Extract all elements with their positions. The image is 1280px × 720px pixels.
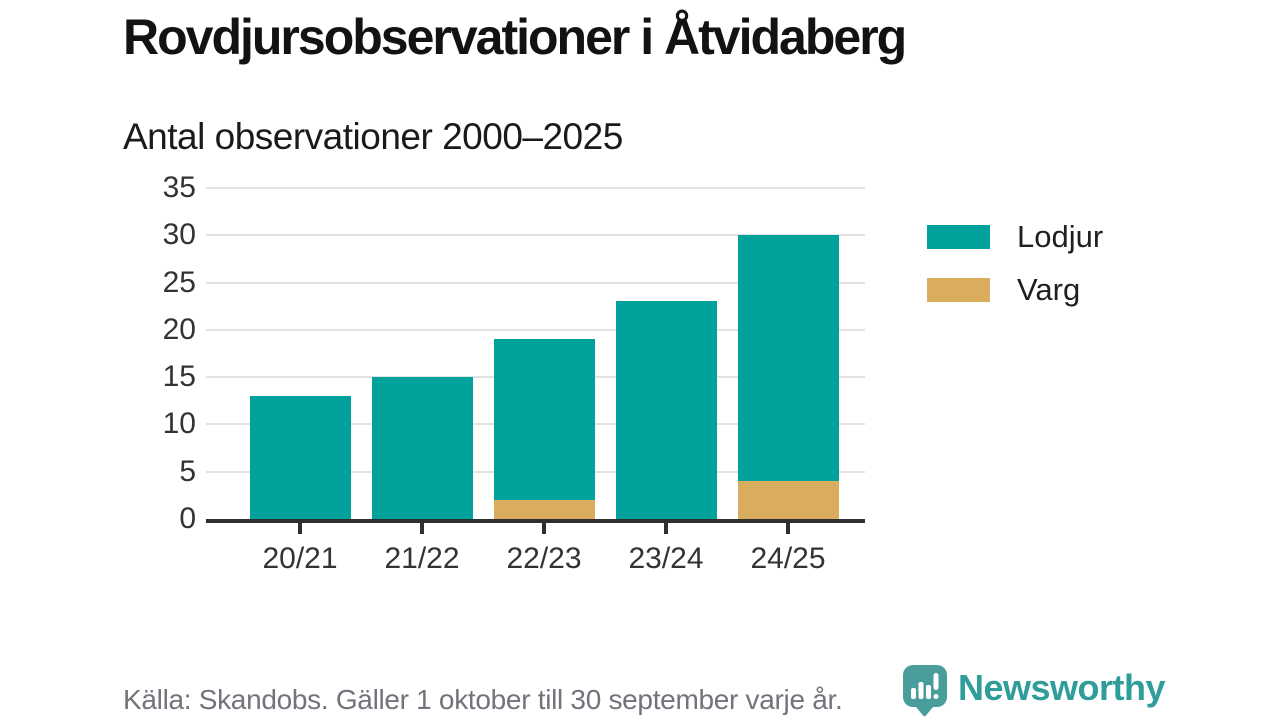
legend-label-varg: Varg (1017, 272, 1081, 307)
legend-label-lodjur: Lodjur (1017, 219, 1104, 254)
legend-swatch-lodjur (927, 224, 990, 249)
legend-item-lodjur: Lodjur (927, 221, 1103, 252)
y-axis-tick-label: 25 (162, 265, 196, 299)
logo-bar-3 (926, 685, 931, 699)
x-axis-tick-label: 23/24 (628, 542, 704, 575)
y-axis-tick-label: 10 (162, 407, 196, 441)
bar-23-24-lodjur (615, 301, 717, 519)
bar-21-22-lodjur (371, 377, 473, 519)
y-axis-tick-label: 35 (162, 171, 196, 204)
speech-bubble-shape (903, 665, 947, 717)
legend-item-varg: Varg (927, 274, 1103, 305)
y-axis-tick-label: 15 (162, 360, 196, 394)
page-title: Rovdjursobservationer i Åtvidaberg (123, 9, 907, 65)
y-axis-tick-label: 30 (162, 218, 196, 252)
bar-20-21-lodjur (249, 396, 351, 519)
x-axis-tick-label: 24/25 (750, 542, 826, 575)
y-axis-tick-label: 5 (179, 454, 196, 488)
bar-22-23-lodjur (493, 339, 595, 501)
x-axis-tick (786, 523, 790, 534)
bar-22-23-varg (493, 500, 595, 519)
chart-legend: Lodjur Varg (927, 221, 1103, 327)
x-axis-tick (664, 523, 668, 534)
x-axis-tick-label: 20/21 (262, 542, 338, 575)
x-axis-line (206, 519, 865, 523)
gridline-y-20 (206, 328, 865, 331)
bar-24-25-lodjur (737, 235, 839, 482)
logo-bar-2 (918, 682, 924, 699)
gridline-y-35 (206, 187, 865, 189)
gridline-y-25 (206, 281, 865, 284)
source-note: Källa: Skandobs. Gäller 1 oktober till 3… (123, 684, 843, 715)
chart-subtitle: Antal observationer 2000–2025 (123, 116, 623, 157)
bar-24-25-varg (737, 481, 839, 519)
x-axis-tick (542, 523, 546, 534)
logo-exclamation-dot (933, 694, 939, 699)
logo-exclamation-stem (933, 673, 939, 690)
logo-bar-1 (911, 688, 916, 699)
x-axis-tick (298, 523, 302, 534)
y-axis-tick-label: 20 (162, 312, 196, 346)
x-axis-tick (420, 523, 424, 534)
newsworthy-wordmark: Newsworthy (958, 667, 1166, 708)
y-axis-tick-label: 0 (179, 502, 196, 535)
x-axis-tick-label: 21/22 (384, 542, 460, 575)
newsworthy-icon (903, 665, 947, 717)
x-axis-tick-label: 22/23 (506, 542, 582, 575)
legend-swatch-varg (927, 277, 990, 302)
gridline-y-30 (206, 234, 865, 237)
newsworthy-logo: Newsworthy (902, 664, 1166, 717)
